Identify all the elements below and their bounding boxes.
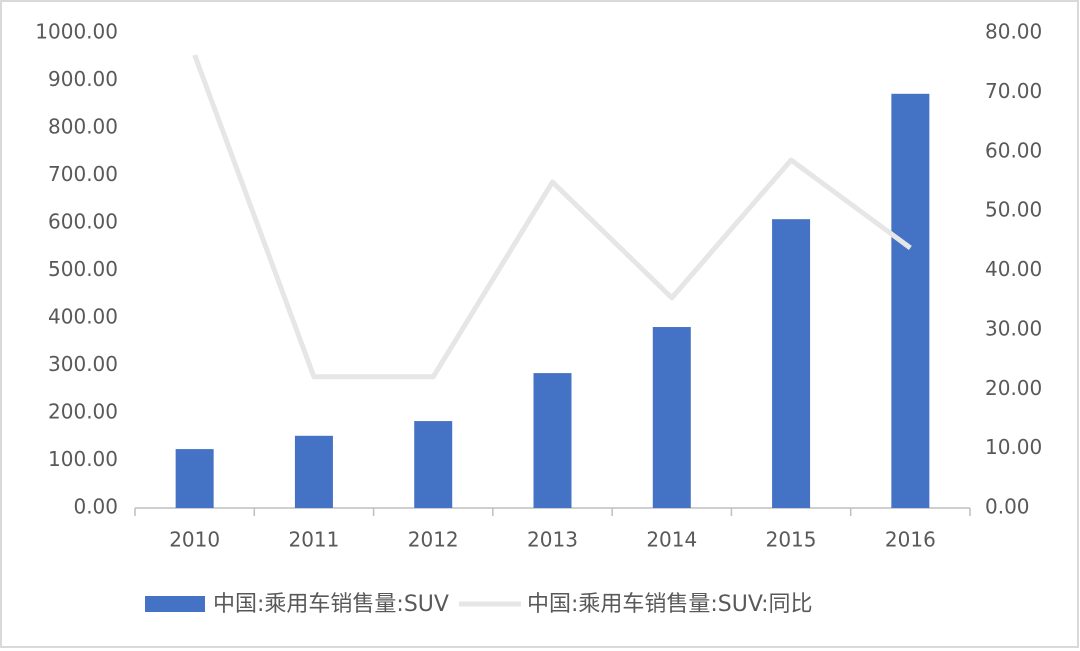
x-tick-label: 2011 (288, 528, 339, 552)
y-tick-label: 200.00 (48, 400, 118, 424)
bar (652, 327, 691, 508)
y2-tick-label: 80.00 (985, 20, 1042, 44)
y2-tick-label: 10.00 (985, 435, 1042, 459)
x-tick-label: 2016 (885, 528, 936, 552)
y-tick-label: 600.00 (48, 210, 118, 234)
y-tick-label: 100.00 (48, 447, 118, 471)
y-tick-label: 0.00 (73, 495, 118, 519)
y-tick-label: 700.00 (48, 162, 118, 186)
x-tick-label: 2012 (408, 528, 459, 552)
bar (772, 219, 811, 508)
bar (175, 449, 214, 508)
bar (891, 93, 930, 509)
y-tick-label: 1000.00 (35, 20, 118, 44)
bar (414, 421, 453, 508)
legend-label: 中国:乘用车销售量:SUV (213, 592, 449, 617)
y-tick-label: 300.00 (48, 352, 118, 376)
y2-tick-label: 70.00 (985, 79, 1042, 103)
y2-tick-label: 0.00 (985, 495, 1030, 519)
x-tick-label: 2014 (646, 528, 697, 552)
legend-label: 中国:乘用车销售量:SUV:同比 (527, 592, 813, 617)
bar (533, 373, 572, 508)
y2-tick-label: 20.00 (985, 376, 1042, 400)
y-tick-label: 500.00 (48, 257, 118, 281)
x-tick-label: 2010 (169, 528, 220, 552)
y2-tick-label: 60.00 (985, 138, 1042, 162)
line (192, 54, 912, 380)
y-tick-label: 900.00 (48, 67, 118, 91)
x-tick-label: 2015 (766, 528, 817, 552)
legend-swatch (145, 596, 205, 612)
y-tick-label: 800.00 (48, 115, 118, 139)
y2-tick-label: 40.00 (985, 257, 1042, 281)
y2-tick-label: 30.00 (985, 316, 1042, 340)
y2-tick-label: 50.00 (985, 198, 1042, 222)
x-tick-label: 2013 (527, 528, 578, 552)
y-tick-label: 400.00 (48, 305, 118, 329)
bar (294, 435, 333, 508)
